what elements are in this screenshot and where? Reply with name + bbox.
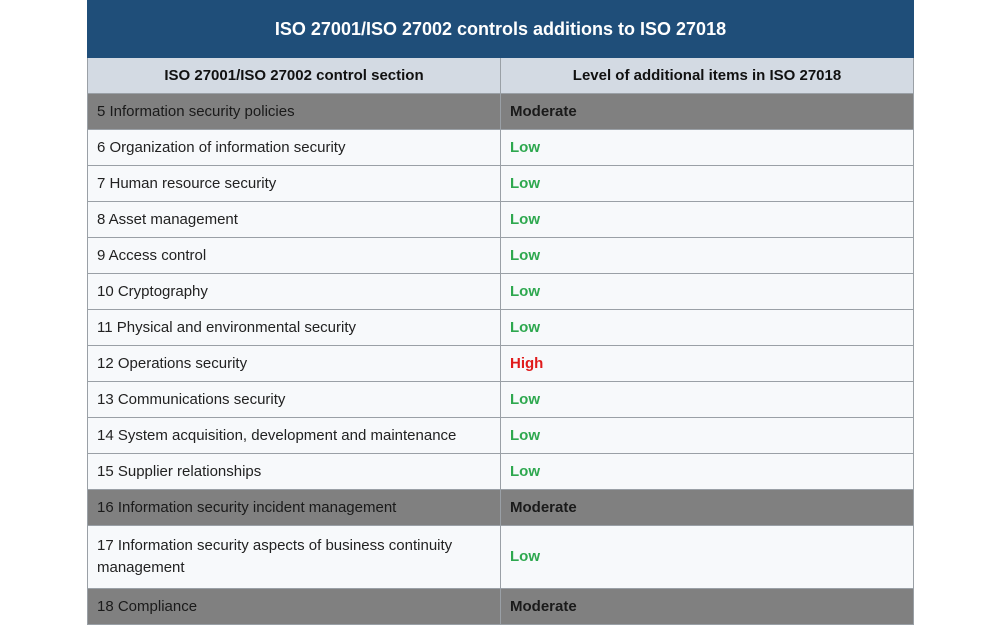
table-row: 18 Compliance Moderate	[87, 588, 914, 625]
controls-table-container: ISO 27001/ISO 27002 controls additions t…	[87, 0, 914, 628]
level-cell: Low	[500, 129, 914, 166]
control-section-cell: 10 Cryptography	[87, 273, 501, 310]
controls-table: ISO 27001/ISO 27002 controls additions t…	[87, 0, 914, 625]
level-cell: Low	[500, 381, 914, 418]
table-row: 16 Information security incident managem…	[87, 489, 914, 526]
control-section-cell: 6 Organization of information security	[87, 129, 501, 166]
level-cell: Low	[500, 309, 914, 346]
column-header-level: Level of additional items in ISO 27018	[500, 57, 914, 94]
level-cell: Low	[500, 201, 914, 238]
table-row: 8 Asset management Low	[87, 201, 914, 238]
table-row: 6 Organization of information security Lo…	[87, 129, 914, 166]
table-row: 12 Operations security High	[87, 345, 914, 382]
control-section-cell: 7 Human resource security	[87, 165, 501, 202]
control-section-cell: 8 Asset management	[87, 201, 501, 238]
control-section-cell: 16 Information security incident managem…	[87, 489, 501, 526]
table-row: 10 Cryptography Low	[87, 273, 914, 310]
control-section-cell: 5 Information security policies	[87, 93, 501, 130]
level-cell: Moderate	[500, 489, 914, 526]
level-cell: Low	[500, 237, 914, 274]
table-row: 11 Physical and environmental security Lo…	[87, 309, 914, 346]
table-title: ISO 27001/ISO 27002 controls additions t…	[87, 0, 914, 58]
table-row: 9 Access control Low	[87, 237, 914, 274]
column-header-section: ISO 27001/ISO 27002 control section	[87, 57, 501, 94]
control-section-cell: 12 Operations security	[87, 345, 501, 382]
control-section-cell: 17 Information security aspects of busin…	[87, 525, 501, 589]
control-section-cell: 9 Access control	[87, 237, 501, 274]
level-cell: Low	[500, 453, 914, 490]
table-body: 5 Information security policies Moderate 6…	[87, 93, 914, 625]
table-row: 5 Information security policies Moderate	[87, 93, 914, 130]
level-cell: Moderate	[500, 588, 914, 625]
level-cell: Moderate	[500, 93, 914, 130]
control-section-cell: 18 Compliance	[87, 588, 501, 625]
table-row: 7 Human resource security Low	[87, 165, 914, 202]
table-row: 15 Supplier relationships Low	[87, 453, 914, 490]
control-section-cell: 15 Supplier relationships	[87, 453, 501, 490]
control-section-cell: 14 System acquisition, development and m…	[87, 417, 501, 454]
table-row: 13 Communications security Low	[87, 381, 914, 418]
control-section-cell: 11 Physical and environmental security	[87, 309, 501, 346]
level-cell: Low	[500, 525, 914, 589]
level-cell: Low	[500, 165, 914, 202]
control-section-cell: 13 Communications security	[87, 381, 501, 418]
table-header-row: ISO 27001/ISO 27002 control section Leve…	[87, 57, 914, 94]
table-title-row: ISO 27001/ISO 27002 controls additions t…	[87, 0, 914, 58]
level-cell: Low	[500, 273, 914, 310]
table-row: 17 Information security aspects of busin…	[87, 525, 914, 589]
level-cell: Low	[500, 417, 914, 454]
level-cell: High	[500, 345, 914, 382]
table-row: 14 System acquisition, development and m…	[87, 417, 914, 454]
